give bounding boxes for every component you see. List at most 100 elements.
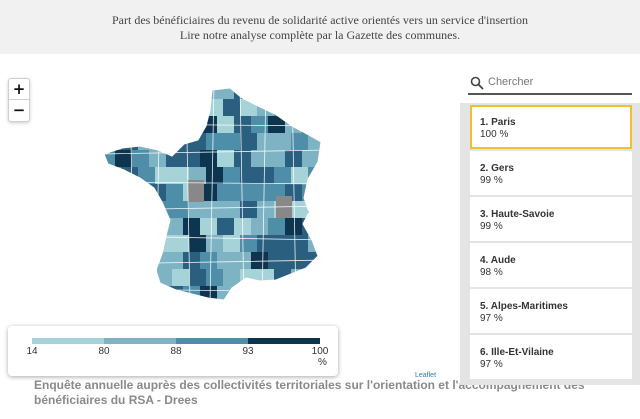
department-tile (132, 150, 151, 169)
department-tile (206, 303, 225, 304)
department-tile (251, 184, 270, 203)
department-tile (319, 150, 321, 169)
ranking-item-gers[interactable]: 2. Gers 99 % (470, 151, 632, 195)
department-tile (138, 303, 157, 304)
department-tile (257, 269, 276, 288)
department-tile (172, 269, 191, 288)
department-tile (308, 99, 321, 118)
department-tile (104, 99, 123, 118)
search-icon (470, 76, 484, 90)
department-tile (104, 303, 123, 304)
department-tile (200, 252, 219, 271)
source-caption: Enquête annuelle auprès des collectivité… (34, 378, 585, 407)
department-tile (274, 167, 293, 186)
department-tile (121, 303, 140, 304)
ranking-list[interactable]: 1. Paris 100 % 2. Gers 99 % 3. Haute-Sav… (460, 103, 640, 385)
department-tile (115, 88, 134, 101)
ranking-item-name: 1. Paris (480, 117, 516, 128)
department-tile (104, 269, 123, 288)
department-tile (325, 133, 330, 152)
department-tile (223, 269, 242, 288)
department-tile (217, 218, 236, 237)
department-tile (166, 286, 185, 300)
legend-tick-2: 88 (170, 346, 182, 357)
department-tile (115, 150, 134, 169)
department-tile (308, 167, 321, 186)
department-tile (291, 133, 310, 152)
department-tile (251, 150, 270, 169)
search-input[interactable] (488, 73, 628, 91)
department-tile (274, 133, 293, 152)
ranking-item-name: 5. Alpes-Maritimes (480, 301, 568, 312)
zoom-control: + − (8, 78, 30, 122)
ranking-item-value: 97 % (480, 313, 503, 324)
ranking-sidebar: 1. Paris 100 % 2. Gers 99 % 3. Haute-Sav… (460, 65, 640, 385)
department-tile (291, 99, 310, 118)
department-tile (257, 303, 276, 304)
department-tile (217, 88, 236, 101)
department-tile (121, 133, 140, 152)
ranking-item-alpes-maritimes[interactable]: 5. Alpes-Maritimes 97 % (470, 289, 632, 333)
ranking-item-aude[interactable]: 4. Aude 98 % (470, 243, 632, 287)
zoom-in-button[interactable]: + (9, 79, 29, 100)
france-choropleth-map[interactable] (100, 84, 330, 304)
department-tile (183, 252, 202, 271)
department-tile (121, 99, 140, 118)
department-tile (183, 116, 202, 135)
department-tile (104, 88, 117, 101)
department-tile (240, 201, 259, 220)
department-tile (115, 286, 134, 300)
department-tile (104, 133, 123, 152)
department-tile (172, 303, 191, 304)
ranking-item-name: 4. Aude (480, 255, 516, 266)
department-tile (251, 218, 270, 237)
department-tile (104, 235, 123, 254)
department-tile (206, 133, 225, 152)
zoom-out-button[interactable]: − (12, 101, 26, 119)
header-link[interactable]: Lire notre analyse complète par la Gazet… (179, 28, 461, 42)
department-tile (319, 184, 321, 203)
ranking-item-value: 99 % (480, 175, 503, 186)
department-tile (183, 88, 202, 101)
department-tile (285, 286, 304, 300)
ranking-item-value: 98 % (480, 267, 503, 278)
department-tile (138, 201, 157, 220)
department-tile (291, 235, 310, 254)
department-tile (138, 269, 157, 288)
department-tile (257, 99, 276, 118)
department-tile (257, 133, 276, 152)
leaflet-attribution-link[interactable]: Leaflet (415, 372, 437, 379)
department-tile (251, 286, 270, 300)
department-tile (166, 218, 185, 237)
department-tile (155, 201, 174, 220)
department-tile (325, 303, 330, 304)
color-legend: 14 80 88 93 100 % (8, 326, 338, 376)
legend-unit: % (318, 357, 327, 368)
department-tile (132, 218, 151, 237)
ranking-item-name: 6. Ille-Et-Vilaine (480, 347, 554, 358)
department-tile (291, 269, 310, 288)
ranking-item-haute-savoie[interactable]: 3. Haute-Savoie 99 % (470, 197, 632, 241)
department-tile (223, 235, 242, 254)
department-tile (302, 286, 321, 300)
department-tile (268, 252, 287, 271)
department-tile (115, 184, 134, 203)
department-tile (308, 269, 321, 288)
department-tile (121, 201, 140, 220)
department-tile (240, 167, 259, 186)
department-tile (172, 99, 191, 118)
department-tile (189, 99, 208, 118)
ranking-item-paris[interactable]: 1. Paris 100 % (470, 105, 632, 149)
department-tile (155, 303, 174, 304)
department-tile (104, 218, 117, 237)
ranking-item-ille-et-vilaine[interactable]: 6. Ille-Et-Vilaine 97 % (470, 335, 632, 379)
department-tile (183, 218, 202, 237)
department-tile (251, 88, 270, 101)
department-tile (104, 167, 123, 186)
department-tile (217, 150, 236, 169)
ranking-item-value: 100 % (480, 129, 509, 140)
legend-tick-0: 14 (26, 346, 38, 357)
department-tile (257, 167, 276, 186)
department-tile (189, 269, 208, 288)
ranking-item-value: 99 % (480, 221, 503, 232)
